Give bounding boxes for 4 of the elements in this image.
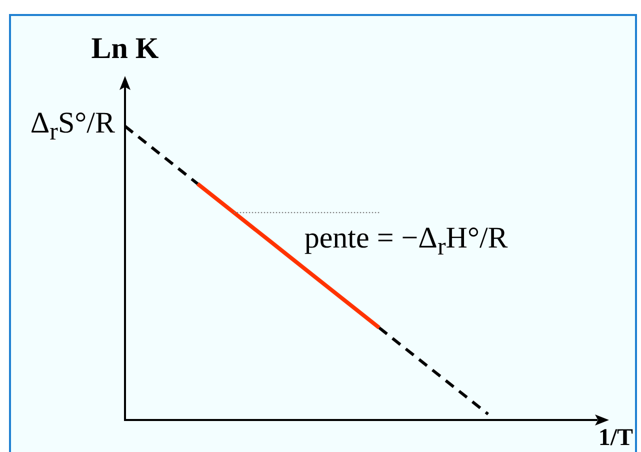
- text: Δ$_{r}$S°/R: [30, 106, 115, 146]
- y-axis-title: Ln K: [91, 32, 159, 65]
- x-axis-title: 1/T: [598, 425, 633, 451]
- annotation: pente = −Δ$_{r}$H°/R: [304, 220, 508, 260]
